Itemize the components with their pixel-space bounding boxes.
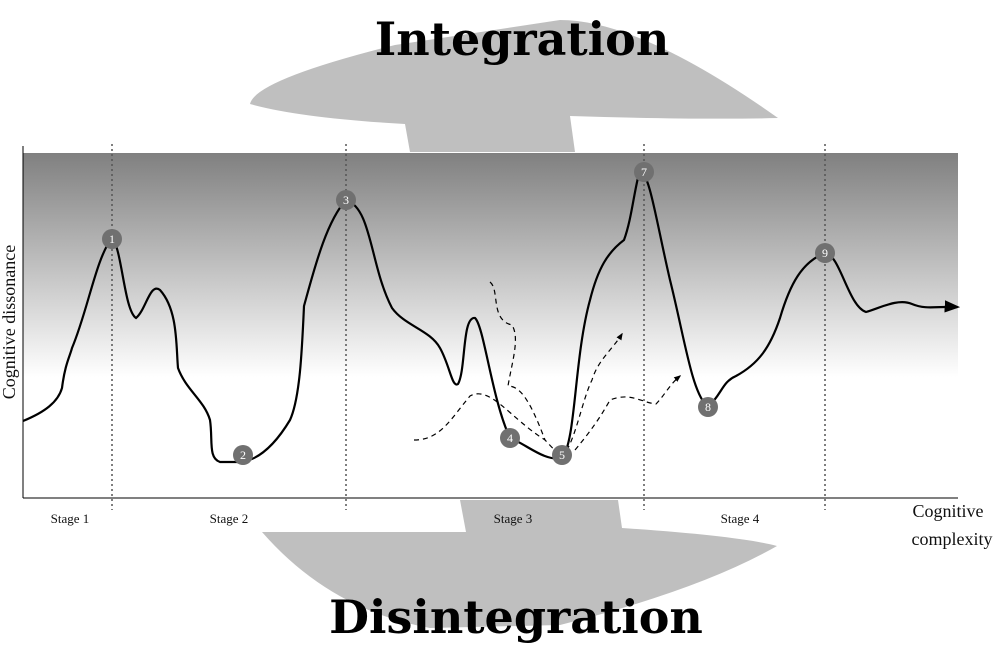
- marker-9: 9: [815, 243, 835, 263]
- stage-label-2: Stage 2: [210, 511, 249, 526]
- dashed-path-3: [561, 332, 623, 459]
- x-axis-label-line2: complexity: [912, 529, 993, 549]
- stage-label-4: Stage 4: [721, 511, 760, 526]
- stage-label-1: Stage 1: [51, 511, 90, 526]
- marker-2: 2: [233, 445, 253, 465]
- svg-text:3: 3: [343, 193, 349, 207]
- svg-text:4: 4: [507, 431, 513, 445]
- y-axis-label: Cognitive dissonance: [0, 245, 19, 399]
- svg-text:5: 5: [559, 448, 565, 462]
- dashed-path-2: [489, 281, 546, 441]
- svg-text:7: 7: [641, 165, 647, 179]
- marker-7: 7: [634, 162, 654, 182]
- svg-text:9: 9: [822, 246, 828, 260]
- integration-label: Integration: [375, 12, 670, 66]
- disintegration-arrow: [262, 500, 777, 628]
- disintegration-label: Disintegration: [329, 590, 703, 644]
- marker-4: 4: [500, 428, 520, 448]
- dashed-path-4: [574, 375, 682, 451]
- dissonance-gradient-band: [23, 153, 958, 498]
- marker-8: 8: [698, 397, 718, 417]
- marker-3: 3: [336, 190, 356, 210]
- svg-text:1: 1: [109, 232, 115, 246]
- dissonance-curve: [22, 168, 961, 464]
- svg-text:8: 8: [705, 400, 711, 414]
- svg-text:2: 2: [240, 448, 246, 462]
- alternative-trajectories: [413, 281, 682, 459]
- x-axis-label-line1: Cognitive: [913, 501, 984, 521]
- integration-arrow: [250, 20, 778, 152]
- marker-5: 5: [552, 445, 572, 465]
- stage-label-3: Stage 3: [494, 511, 533, 526]
- curve-markers: 1 2 3 4 5 7 8 9: [102, 162, 835, 465]
- marker-1: 1: [102, 229, 122, 249]
